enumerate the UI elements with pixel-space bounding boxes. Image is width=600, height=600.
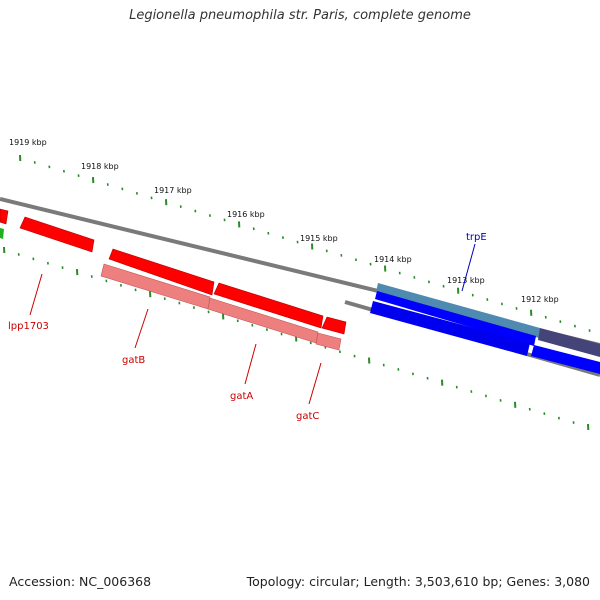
label-connector bbox=[29, 273, 43, 316]
gene-label-gatB[interactable]: gatB bbox=[122, 355, 145, 366]
gene-arrow-left-edge[interactable] bbox=[0, 208, 9, 225]
kbp-label: 1912 kbp bbox=[521, 295, 559, 304]
label-connector bbox=[308, 362, 322, 405]
gene-arrow-blue[interactable] bbox=[370, 301, 530, 356]
accession-text: Accession: NC_006368 bbox=[9, 574, 152, 589]
gene-label-trpE[interactable]: trpE bbox=[466, 232, 487, 243]
gene-label-gatA[interactable]: gatA bbox=[230, 391, 253, 402]
gene-arrow-blue[interactable] bbox=[531, 345, 600, 374]
gene-arrow[interactable] bbox=[213, 282, 324, 329]
gene-arrow-gatC[interactable] bbox=[315, 332, 342, 351]
kbp-label: 1914 kbp bbox=[374, 255, 412, 264]
kbp-label: 1913 kbp bbox=[447, 276, 485, 285]
kbp-label: 1917 kbp bbox=[154, 186, 192, 195]
kbp-label: 1919 kbp bbox=[9, 138, 47, 147]
ruler-ticks-upper bbox=[19, 154, 591, 332]
gene-arrow-lpp1703[interactable] bbox=[19, 216, 95, 253]
kbp-label: 1916 kbp bbox=[227, 210, 265, 219]
label-connector bbox=[134, 308, 149, 349]
ruler-ticks-lower bbox=[3, 246, 590, 431]
kbp-label: 1915 kbp bbox=[300, 234, 338, 243]
label-connector bbox=[461, 243, 476, 292]
gene-label-lpp1703[interactable]: lpp1703 bbox=[8, 321, 49, 332]
gene-arrow-purple[interactable] bbox=[538, 328, 600, 357]
gene-arrow-trpE[interactable] bbox=[376, 283, 540, 338]
kbp-label: 1918 kbp bbox=[81, 162, 119, 171]
gene-arrow[interactable] bbox=[321, 316, 347, 335]
map-title: Legionella pneumophila str. Paris, compl… bbox=[129, 8, 471, 23]
gene-arrow-blue[interactable] bbox=[375, 291, 536, 346]
gene-arrow[interactable] bbox=[108, 248, 215, 296]
label-connector bbox=[244, 343, 257, 385]
gene-label-gatC[interactable]: gatC bbox=[296, 411, 319, 422]
topology-text: Topology: circular; Length: 3,503,610 bp… bbox=[246, 574, 590, 589]
gene-arrow-green[interactable] bbox=[0, 228, 4, 239]
